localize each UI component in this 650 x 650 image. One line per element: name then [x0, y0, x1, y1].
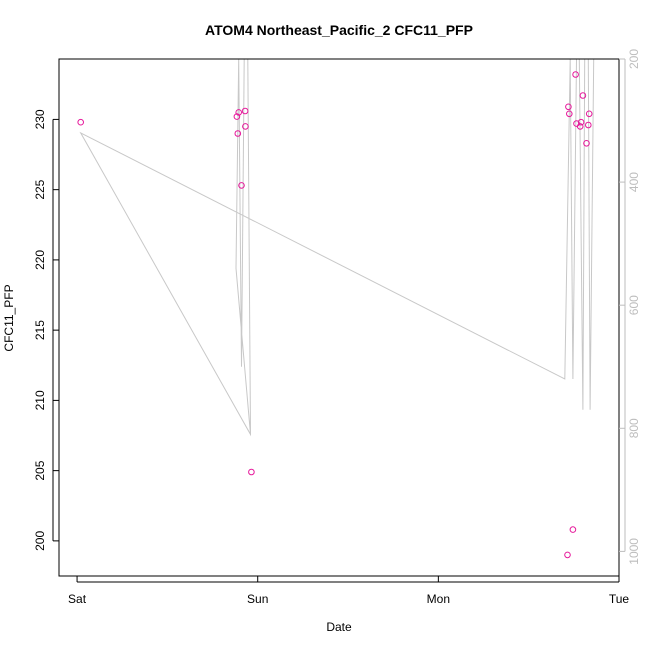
- chart-title: ATOM4 Northeast_Pacific_2 CFC11_PFP: [205, 22, 473, 38]
- data-point-14: [576, 123, 584, 130]
- y-tick-label-0: 200: [33, 531, 47, 551]
- x-tick-label-1: Sun: [247, 592, 268, 606]
- x-tick-label-2: Mon: [427, 592, 450, 606]
- data-point-7: [248, 468, 255, 476]
- y2-tick-label-1: 400: [627, 172, 641, 192]
- series-layer: [77, 58, 595, 559]
- y-tick-label-6: 230: [33, 109, 47, 129]
- y-tick-label-2: 210: [33, 390, 47, 410]
- data-point-3: [235, 109, 242, 116]
- data-point-2: [234, 130, 242, 137]
- data-point-11: [569, 526, 577, 533]
- x-axis-label: Date: [326, 620, 352, 634]
- y-tick-label-4: 220: [33, 250, 47, 270]
- y-axis-left: 200 205 210 215 220 225 230: [33, 109, 59, 551]
- y-tick-label-1: 205: [33, 460, 47, 480]
- data-point-12: [572, 71, 579, 78]
- data-point-18: [585, 121, 592, 129]
- x-tick-label-0: Sat: [68, 592, 87, 606]
- data-point-1: [233, 113, 241, 120]
- data-point-9: [565, 103, 572, 111]
- data-point-15: [577, 118, 585, 126]
- data-point-19: [585, 110, 593, 118]
- y2-tick-label-3: 800: [627, 418, 641, 438]
- data-point-6: [242, 123, 249, 130]
- y-axis-right: 200 400 600 800 1000: [619, 49, 641, 565]
- y2-tick-label-2: 600: [627, 295, 641, 315]
- plot-frame: [58, 58, 620, 577]
- data-point-4: [238, 182, 245, 189]
- y-tick-label-3: 215: [33, 320, 47, 340]
- data-point-16: [579, 92, 587, 99]
- altitude-line: [79, 58, 595, 437]
- data-point-0: [77, 118, 84, 126]
- y-axis-label: CFC11_PFP: [2, 284, 16, 351]
- data-point-5: [241, 107, 249, 115]
- y-tick-label-5: 225: [33, 179, 47, 199]
- data-point-8: [564, 551, 571, 559]
- data-point-17: [583, 140, 590, 147]
- x-tick-label-3: Tue: [609, 592, 630, 606]
- data-point-10: [566, 110, 573, 118]
- x-axis: Sat Sun Mon Tue: [68, 576, 629, 606]
- y2-tick-label-4: 1000: [627, 538, 641, 565]
- y2-tick-label-0: 200: [627, 49, 641, 69]
